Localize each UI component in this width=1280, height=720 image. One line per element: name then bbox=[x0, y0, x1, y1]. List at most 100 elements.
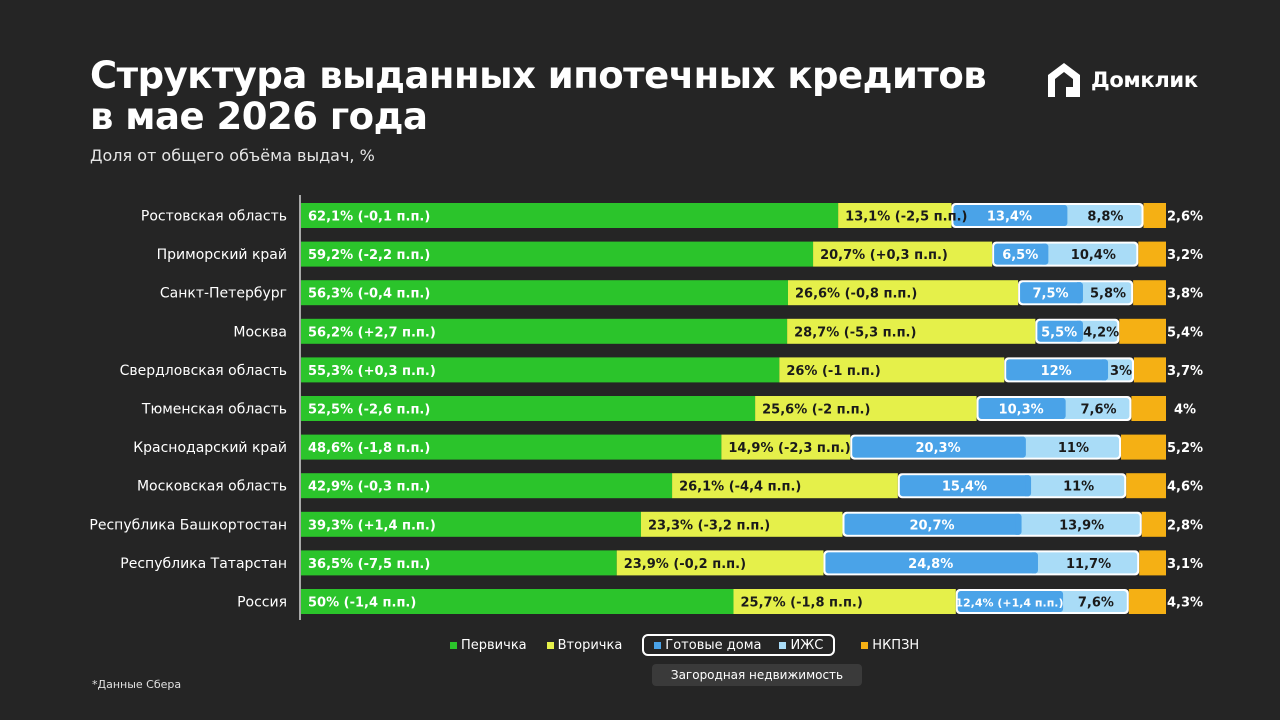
chart-subtitle: Доля от общего объёма выдач, % bbox=[90, 146, 375, 165]
data-label-izhs: 13,9% bbox=[1059, 518, 1104, 533]
legend: Первичка Вторичка Готовые дома ИЖС НКПЗН bbox=[450, 634, 939, 656]
bar-ready-houses-edge bbox=[1031, 552, 1036, 574]
data-label-primary: 52,5% (-2,6 п.п.) bbox=[308, 403, 430, 418]
legend-group-country-property: Готовые дома ИЖС bbox=[642, 634, 836, 656]
bar-ready-houses-edge bbox=[1102, 359, 1107, 381]
legend-swatch-secondary bbox=[546, 641, 554, 649]
data-label-secondary: 25,7% (-1,8 п.п.) bbox=[741, 596, 863, 611]
data-label-izhs: 7,6% bbox=[1078, 596, 1114, 611]
bar-ready-houses bbox=[994, 243, 1049, 265]
category-label: Республика Татарстан bbox=[120, 556, 287, 572]
data-label-secondary: 26% (-1 п.п.) bbox=[786, 364, 880, 379]
bar-secondary bbox=[721, 434, 851, 460]
data-label-ready_houses: 10,3% bbox=[999, 403, 1044, 418]
legend-swatch-izhs bbox=[779, 641, 787, 649]
data-label-secondary: 23,3% (-3,2 п.п.) bbox=[648, 518, 770, 533]
data-label-ready_houses: 20,7% bbox=[909, 518, 954, 533]
bar-secondary bbox=[779, 357, 1005, 383]
bar-primary bbox=[301, 357, 780, 383]
data-label-izhs: 5,8% bbox=[1090, 287, 1126, 302]
data-label-ready_houses: 7,5% bbox=[1032, 287, 1068, 302]
legend-swatch-nkpzn bbox=[861, 641, 869, 649]
bar-nkpzn bbox=[1121, 434, 1166, 460]
category-label: Москва bbox=[233, 324, 287, 340]
bar-ready-houses bbox=[1020, 282, 1083, 304]
data-label-primary: 42,9% (-0,3 п.п.) bbox=[308, 480, 430, 495]
data-label-izhs: 7,6% bbox=[1080, 403, 1116, 418]
data-label-primary: 36,5% (-7,5 п.п.) bbox=[308, 557, 430, 572]
data-label-izhs: 8,8% bbox=[1087, 210, 1123, 225]
bar-nkpzn bbox=[1126, 473, 1166, 499]
data-label-nkpzn: 2,8% bbox=[1167, 518, 1203, 533]
category-label: Московская область bbox=[137, 479, 287, 495]
data-label-nkpzn: 3,1% bbox=[1167, 557, 1203, 572]
data-label-ready_houses: 12% bbox=[1041, 364, 1072, 379]
bar-primary bbox=[301, 203, 839, 228]
legend-item-nkpzn: НКПЗН bbox=[861, 638, 919, 653]
bar-secondary bbox=[640, 511, 843, 537]
bar-nkpzn bbox=[1128, 589, 1166, 614]
category-label: Краснодарский край bbox=[133, 440, 287, 456]
data-label-primary: 56,3% (-0,4 п.п.) bbox=[308, 287, 430, 302]
bar-secondary bbox=[755, 396, 977, 421]
bar-ready-houses bbox=[957, 591, 1064, 612]
bar-ready-houses bbox=[953, 205, 1068, 226]
legend-swatch-primary bbox=[450, 641, 457, 649]
data-label-izhs: 11,7% bbox=[1066, 557, 1111, 572]
category-label: Ростовская область bbox=[141, 209, 287, 225]
data-label-nkpzn: 4,3% bbox=[1167, 596, 1203, 611]
bar-primary bbox=[301, 318, 788, 344]
data-label-nkpzn: 3,8% bbox=[1167, 287, 1203, 302]
bar-primary bbox=[301, 280, 788, 306]
bar-nkpzn bbox=[1141, 511, 1166, 537]
data-label-ready_houses: 15,4% bbox=[942, 480, 987, 495]
legend-item-primary: Первичка bbox=[450, 638, 527, 653]
data-label-nkpzn: 4,6% bbox=[1167, 480, 1203, 495]
data-label-nkpzn: 2,6% bbox=[1167, 210, 1203, 225]
bar-primary bbox=[301, 434, 722, 460]
data-label-secondary: 26,6% (-0,8 п.п.) bbox=[795, 287, 917, 302]
footnote: *Данные Сбера bbox=[92, 678, 182, 691]
bar-ready-houses-edge bbox=[1076, 320, 1081, 342]
legend-swatch-ready-houses bbox=[654, 641, 662, 649]
bar-secondary bbox=[672, 473, 898, 499]
domclick-logo: Домклик bbox=[1045, 60, 1198, 100]
bar-primary bbox=[301, 473, 673, 499]
bar-secondary bbox=[787, 318, 1036, 344]
bar-ready-houses bbox=[1006, 359, 1109, 381]
bar-ready-houses-edge bbox=[1042, 243, 1047, 265]
data-label-secondary: 25,6% (-2 п.п.) bbox=[762, 403, 870, 418]
bar-secondary bbox=[838, 203, 952, 228]
data-label-nkpzn: 3,7% bbox=[1167, 364, 1203, 379]
bar-primary bbox=[301, 241, 814, 267]
bar-nkpzn bbox=[1138, 241, 1166, 267]
data-label-ready_houses: 6,5% bbox=[1002, 248, 1038, 263]
brand-name: Домклик bbox=[1091, 68, 1198, 92]
data-label-ready_houses: 24,8% bbox=[908, 557, 953, 572]
data-label-primary: 55,3% (+0,3 п.п.) bbox=[308, 364, 436, 379]
bar-ready-houses-edge bbox=[1025, 475, 1030, 497]
bar-nkpzn bbox=[1133, 357, 1166, 383]
category-label: Тюменская область bbox=[141, 402, 287, 418]
data-label-primary: 56,2% (+2,7 п.п.) bbox=[308, 325, 436, 340]
bar-nkpzn bbox=[1119, 318, 1166, 344]
legend-label-primary: Первичка bbox=[461, 637, 527, 653]
chart-title: Структура выданных ипотечных кредитов в … bbox=[90, 55, 987, 137]
bar-ready-houses bbox=[852, 436, 1026, 458]
data-label-secondary: 13,1% (-2,5 п.п.) bbox=[845, 210, 967, 225]
bar-ready-houses-edge bbox=[1059, 398, 1064, 419]
data-label-izhs: 4,2% bbox=[1083, 325, 1119, 340]
legend-item-secondary: Вторичка bbox=[546, 638, 622, 653]
legend-label-ready-houses: Готовые дома bbox=[665, 637, 762, 653]
data-label-primary: 39,3% (+1,4 п.п.) bbox=[308, 518, 436, 533]
bar-ready-houses bbox=[899, 475, 1032, 497]
data-label-izhs: 11% bbox=[1063, 480, 1094, 495]
data-label-secondary: 14,9% (-2,3 п.п.) bbox=[728, 441, 850, 456]
category-label: Санкт-Петербург bbox=[160, 286, 287, 302]
legend-item-ready-houses: Готовые дома bbox=[654, 638, 761, 653]
bar-ready-houses-edge bbox=[1015, 513, 1020, 535]
data-label-secondary: 23,9% (-0,2 п.п.) bbox=[624, 557, 746, 572]
bar-primary bbox=[301, 396, 756, 421]
bar-secondary bbox=[733, 589, 956, 614]
data-label-secondary: 20,7% (+0,3 п.п.) bbox=[820, 248, 948, 263]
